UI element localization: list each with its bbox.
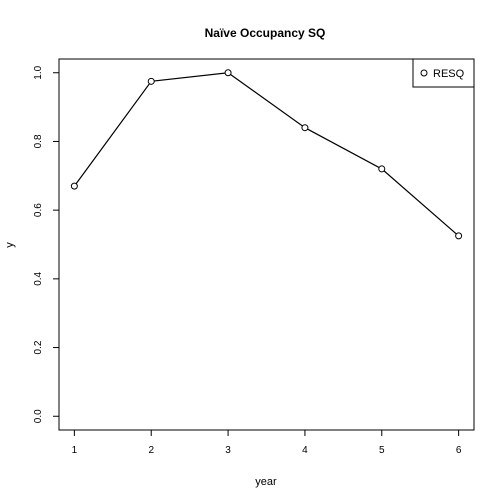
y-tick-label: 0.0	[33, 409, 44, 423]
x-axis: 1 2 3 4 5 6	[72, 430, 462, 456]
y-tick-label: 1.0	[33, 65, 44, 79]
series-layer	[70, 69, 463, 240]
x-tick-label: 1	[72, 445, 78, 456]
data-point	[378, 165, 386, 173]
legend-box	[412, 58, 475, 88]
y-tick-label: 0.4	[33, 271, 44, 285]
x-tick-label: 2	[148, 445, 154, 456]
y-tick-label: 0.2	[33, 340, 44, 354]
legend-marker-circle-icon	[420, 69, 428, 77]
legend: RESQ	[412, 58, 475, 88]
y-axis-label: y	[4, 242, 16, 248]
x-tick-label: 6	[456, 445, 462, 456]
chart-title: Naïve Occupancy SQ	[205, 26, 326, 40]
x-tick-label: 4	[302, 445, 308, 456]
x-tick-label: 3	[225, 445, 231, 456]
data-point	[455, 232, 463, 240]
y-tick-label: 0.8	[33, 134, 44, 148]
data-point	[147, 77, 155, 85]
x-axis-label: year	[255, 476, 277, 488]
data-point	[70, 182, 78, 190]
legend-label-resq: RESQ	[433, 68, 465, 80]
y-axis: 0.0 0.2 0.4 0.6 0.8 1.0	[33, 65, 59, 423]
y-tick-label: 0.6	[33, 203, 44, 217]
x-tick-label: 5	[379, 445, 385, 456]
data-point	[301, 124, 309, 132]
series-line	[73, 72, 460, 237]
data-point	[224, 69, 232, 77]
plot-frame	[58, 58, 475, 431]
